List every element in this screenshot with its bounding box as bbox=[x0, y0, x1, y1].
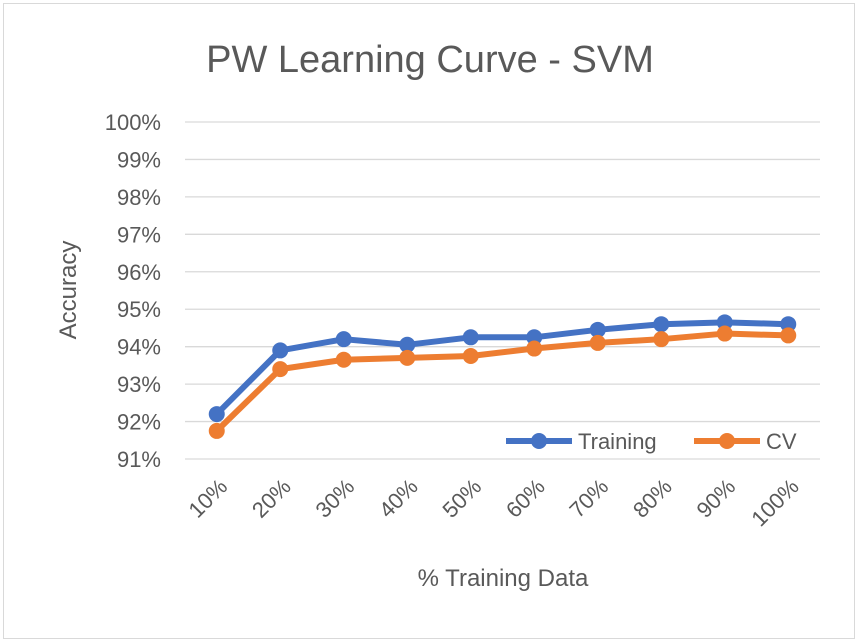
data-point bbox=[462, 348, 479, 365]
data-point bbox=[526, 329, 543, 346]
y-tick-label: 92% bbox=[117, 410, 161, 435]
data-point bbox=[716, 314, 733, 331]
y-tick-label: 93% bbox=[117, 372, 161, 397]
x-tick-label: 20% bbox=[247, 474, 296, 523]
legend-swatch-marker bbox=[719, 433, 735, 449]
y-tick-label: 97% bbox=[117, 222, 161, 247]
legend: Training CV bbox=[506, 429, 797, 454]
data-point bbox=[399, 349, 416, 366]
y-tick-label: 100% bbox=[105, 110, 161, 135]
legend-item: Training bbox=[506, 429, 657, 454]
data-point bbox=[780, 327, 797, 344]
x-tick-label: 60% bbox=[501, 474, 550, 523]
data-point bbox=[399, 336, 416, 353]
legend-label: CV bbox=[766, 429, 797, 454]
legend-item: CV bbox=[694, 429, 797, 454]
data-point bbox=[653, 316, 670, 333]
data-point bbox=[272, 361, 289, 378]
data-point bbox=[335, 351, 352, 368]
data-point bbox=[589, 321, 606, 338]
data-point bbox=[780, 316, 797, 333]
data-point bbox=[526, 340, 543, 357]
data-point bbox=[272, 342, 289, 359]
x-tick-label: 90% bbox=[691, 474, 740, 523]
x-tick-label: 100% bbox=[746, 474, 803, 531]
x-tick-label: 40% bbox=[374, 474, 423, 523]
data-point bbox=[208, 422, 225, 439]
data-point bbox=[653, 331, 670, 348]
data-point bbox=[589, 334, 606, 351]
series-cv bbox=[208, 325, 797, 439]
y-axis-title: Accuracy bbox=[55, 241, 82, 340]
x-tick-label: 70% bbox=[564, 474, 613, 523]
data-point bbox=[335, 331, 352, 348]
y-axis-ticks: 91% 92% 93% 94% 95% 96% 97% 98% 99% 100% bbox=[105, 110, 161, 472]
x-tick-label: 80% bbox=[628, 474, 677, 523]
series-training bbox=[208, 314, 797, 423]
y-tick-label: 99% bbox=[117, 147, 161, 172]
gridlines bbox=[185, 121, 820, 460]
data-point bbox=[462, 329, 479, 346]
chart-title: PW Learning Curve - SVM bbox=[206, 39, 654, 81]
data-point bbox=[208, 406, 225, 423]
data-point bbox=[716, 325, 733, 342]
x-tick-label: 30% bbox=[310, 474, 359, 523]
series-line bbox=[213, 319, 792, 418]
y-tick-label: 96% bbox=[117, 260, 161, 285]
y-tick-label: 95% bbox=[117, 297, 161, 322]
x-tick-label: 10% bbox=[183, 474, 232, 523]
series-layer bbox=[208, 314, 797, 439]
y-tick-label: 91% bbox=[117, 447, 161, 472]
x-axis-ticks: 10% 20% 30% 40% 50% 60% 70% 80% 90% 100% bbox=[183, 474, 803, 531]
y-tick-label: 98% bbox=[117, 185, 161, 210]
y-tick-label: 94% bbox=[117, 335, 161, 360]
legend-label: Training bbox=[578, 429, 657, 454]
series-line bbox=[213, 330, 792, 434]
x-tick-label: 50% bbox=[437, 474, 486, 523]
x-axis-title: % Training Data bbox=[418, 565, 589, 592]
legend-swatch-marker bbox=[531, 433, 547, 449]
